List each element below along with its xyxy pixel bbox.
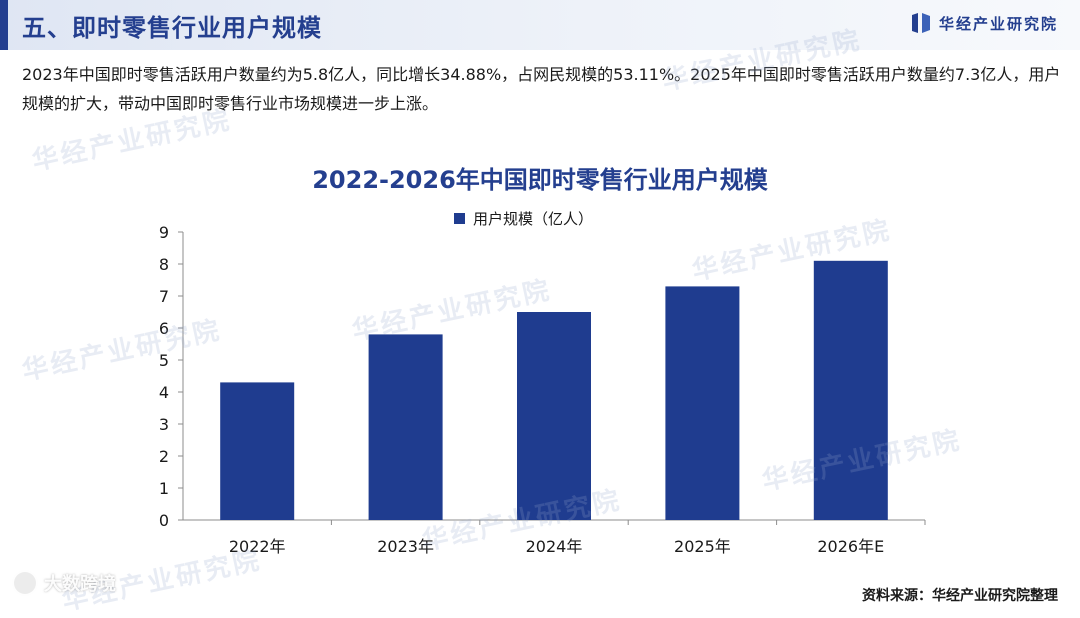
intro-paragraph: 2023年中国即时零售活跃用户数量约为5.8亿人，同比增长34.88%，占网民规… (22, 65, 1061, 113)
y-tick-label: 3 (159, 415, 169, 434)
chart-title: 2022-2026年中国即时零售行业用户规模 (312, 166, 768, 194)
source-note: 资料来源：华经产业研究院整理 (862, 588, 1058, 604)
legend-label: 用户规模（亿人） (473, 210, 594, 228)
y-tick-label: 2 (159, 447, 169, 466)
x-tick-label: 2022年 (229, 537, 286, 556)
watermark-badge-text: 大数跨境 (44, 574, 116, 595)
y-tick-label: 0 (159, 511, 169, 530)
y-tick-label: 6 (159, 319, 169, 338)
x-tick-label: 2024年 (526, 537, 583, 556)
x-tick-label: 2025年 (674, 537, 731, 556)
y-tick-label: 5 (159, 351, 169, 370)
brand: 华经产业研究院 (911, 12, 1058, 34)
brand-logo-icon (911, 13, 930, 33)
watermark-badge-icon (12, 570, 38, 596)
header-bar: 五、即时零售行业用户规模 华经产业研究院 (0, 0, 1080, 50)
legend-swatch (454, 213, 465, 224)
bar (220, 382, 295, 520)
bar (665, 286, 740, 520)
brand-name: 华经产业研究院 (938, 14, 1058, 33)
y-tick-label: 8 (159, 255, 169, 274)
y-tick-label: 7 (159, 287, 169, 306)
x-tick-label: 2023年 (377, 537, 434, 556)
bar (368, 334, 443, 520)
bar (813, 260, 888, 520)
y-tick-label: 4 (159, 383, 169, 402)
y-tick-label: 1 (159, 479, 169, 498)
header-accent-stripe (0, 0, 8, 50)
bar (517, 312, 591, 520)
y-tick-label: 9 (159, 223, 169, 242)
page-title: 五、即时零售行业用户规模 (22, 14, 322, 42)
watermark-badge: 大数跨境 (12, 570, 116, 596)
chart-legend: 用户规模（亿人） (454, 208, 593, 229)
x-tick-label: 2026年E (817, 537, 884, 556)
